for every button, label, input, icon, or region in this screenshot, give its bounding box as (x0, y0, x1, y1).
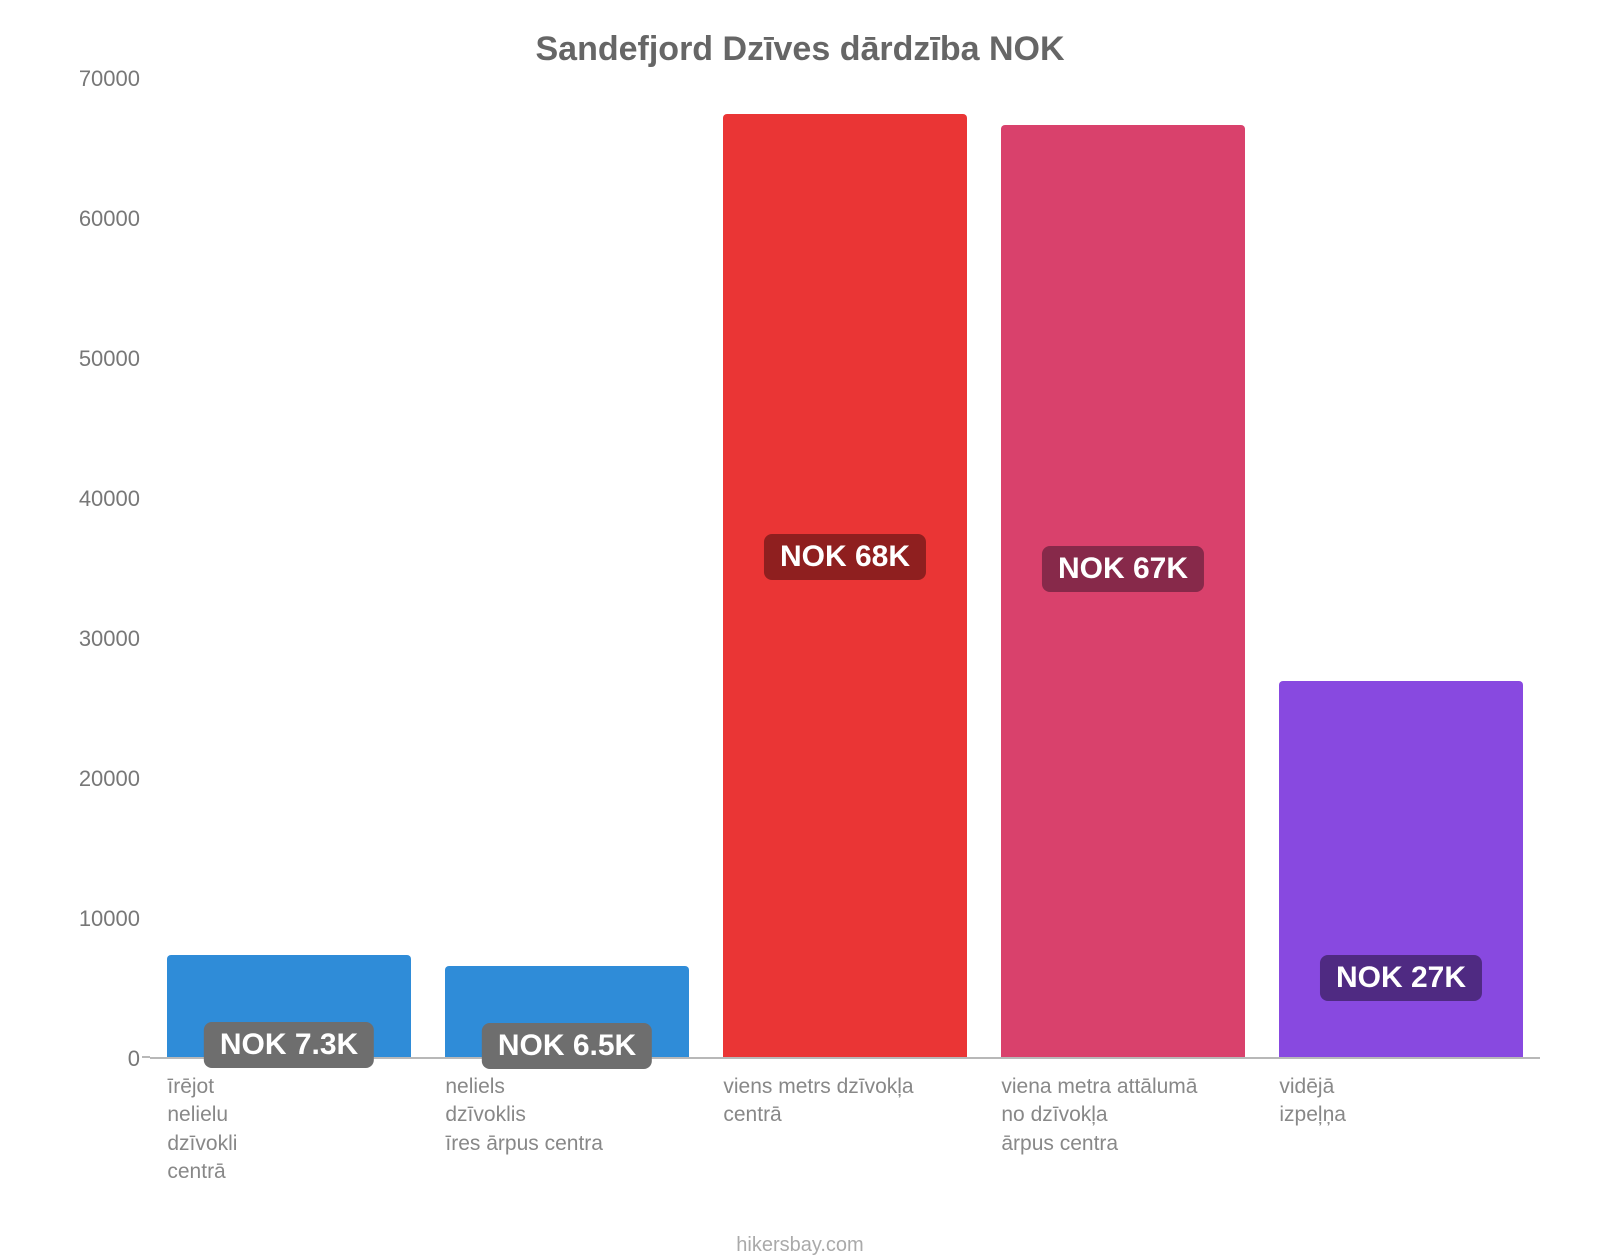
x-axis-label: viena metra attālumā no dzīvokļa ārpus c… (984, 1073, 1262, 1186)
y-axis: 010000200003000040000500006000070000 (60, 79, 150, 1059)
x-axis-label: īrējot nelielu dzīvokli centrā (150, 1073, 428, 1186)
y-tick-label: 0 (128, 1046, 140, 1072)
bar: NOK 27K (1279, 681, 1522, 1057)
bar-value-label: NOK 7.3K (204, 1022, 374, 1068)
bar-value-label: NOK 6.5K (482, 1023, 652, 1069)
x-axis-label: vidējā izpeļņa (1262, 1073, 1540, 1186)
bar-value-label: NOK 27K (1320, 955, 1482, 1001)
bar: NOK 67K (1001, 125, 1244, 1057)
bar-value-label: NOK 68K (764, 534, 926, 580)
y-tick-label: 60000 (79, 206, 140, 232)
y-tick-label: 50000 (79, 346, 140, 372)
chart-title: Sandefjord Dzīves dārdzība NOK (60, 30, 1540, 69)
y-tick-label: 40000 (79, 486, 140, 512)
y-tick-label: 70000 (79, 66, 140, 92)
x-axis-label: viens metrs dzīvokļa centrā (706, 1073, 984, 1186)
bar: NOK 7.3K (167, 955, 410, 1057)
axis-baseline (142, 1056, 150, 1058)
credit-text: hikersbay.com (60, 1234, 1540, 1257)
plot: NOK 7.3K NOK 6.5K NOK 68K NOK 67K NOK 27K (150, 79, 1540, 1059)
cost-of-living-chart: Sandefjord Dzīves dārdzība NOK 0 10000 200… (0, 0, 1600, 1200)
y-tick-label: 10000 (79, 906, 140, 932)
plot-area: 010000200003000040000500006000070000 NOK… (60, 79, 1540, 1059)
x-axis: īrējot nelielu dzīvokli centrāneliels dz… (150, 1073, 1540, 1186)
bar: NOK 68K (723, 114, 966, 1057)
bar-value-label: NOK 67K (1042, 546, 1204, 592)
y-tick-label: 30000 (79, 626, 140, 652)
bar: NOK 6.5K (445, 966, 688, 1057)
y-tick-label: 20000 (79, 766, 140, 792)
x-axis-label: neliels dzīvoklis īres ārpus centra (428, 1073, 706, 1186)
